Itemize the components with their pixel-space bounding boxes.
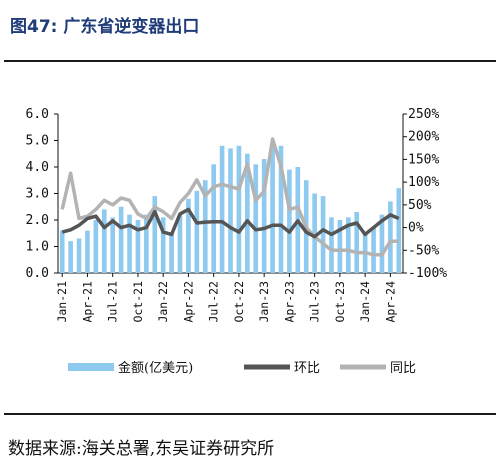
y-right-tick-label: 200% [408,130,439,145]
bar [261,159,267,273]
x-tick-label: Jul-22 [207,281,221,323]
bar [118,206,124,273]
bar [371,227,376,273]
y-right-tick-label: 50% [408,198,432,213]
bar [186,198,191,273]
x-tick-label: Jan-21 [55,281,69,323]
bar [219,145,225,273]
bottom-rule [4,413,496,415]
y-right-tick-label: -100% [408,266,447,281]
y-left-tick-label: 4.0 [26,160,49,175]
bar [85,230,90,273]
bar [253,164,259,273]
bar [76,238,82,273]
bar [278,145,284,273]
y-left-tick-label: 2.0 [26,213,49,228]
x-tick-label: Jan-22 [156,281,170,323]
source-note: 数据来源:海关总署,东吴证券研究所 [8,439,275,459]
bar [101,209,107,273]
bar [396,188,402,273]
legend-swatch-bar [68,363,114,371]
bar [354,212,360,273]
chart-title: 图47: 广东省逆变器出口 [10,17,200,37]
x-tick-label: Jul-21 [106,281,120,323]
y-right-tick-label: 150% [408,152,439,167]
bar [202,180,208,273]
y-left-tick-label: 6.0 [26,107,49,122]
bar [177,214,183,273]
x-tick-label: Apr-22 [181,281,195,323]
x-tick-label: Jan-23 [257,281,271,323]
y-right-tick-label: 100% [408,175,439,190]
bar [320,196,326,273]
x-tick-label: Apr-21 [80,281,94,323]
bar [379,214,385,273]
y-left-tick-label: 3.0 [26,187,49,202]
bar [194,190,200,273]
x-tick-label: Jan-24 [358,281,372,323]
x-tick-label: Jul-23 [308,281,322,323]
bar [228,148,233,273]
x-axis: Jan-21 Apr-21 Jul-21 Oct-21 Jan-22 Apr-22 Jul-… [55,273,397,323]
x-tick-label: Oct-21 [131,281,145,323]
x-tick-label: Oct-23 [333,281,347,323]
top-rule [4,60,496,62]
bar [287,169,292,273]
bar-series [59,143,402,273]
bar [160,217,166,273]
legend: 金额(亿美元) 环比 同比 [68,360,416,376]
bar [211,164,216,273]
bar [245,153,250,273]
x-tick-label: Apr-23 [282,281,296,323]
y-right-tick-label: 250% [408,107,439,122]
bar [345,217,351,273]
line-series [60,137,400,257]
y-right-tick-label: 0% [408,221,424,236]
bar [152,196,158,273]
line-mom [61,207,400,239]
bar [312,193,317,273]
y-left-tick-label: 1.0 [26,240,49,255]
bar [135,220,141,273]
y-right-tick-label: -50% [408,243,439,258]
legend-label-mom: 环比 [294,361,320,376]
y-left-tick-label: 0.0 [26,266,49,281]
line-yoy [60,137,399,257]
bar [68,241,73,273]
x-tick-label: Oct-22 [232,281,246,323]
bar [93,220,99,273]
bar [169,233,174,273]
bar [127,214,132,273]
y-axis-right: -100% -50% 0% 50% 100% 150% 200% 250% [403,107,447,281]
legend-label-yoy: 同比 [390,361,416,376]
bar [329,217,334,273]
y-left-tick-label: 5.0 [26,134,49,149]
bar [388,201,393,273]
legend-label-bar: 金额(亿美元) [118,360,193,376]
bar [337,220,343,273]
y-axis-left: 0.0 1.0 2.0 3.0 4.0 5.0 6.0 [26,107,58,281]
bar [236,145,242,273]
bar [59,230,65,273]
x-tick-label: Apr-24 [383,281,397,323]
bar [270,143,275,273]
bar [110,217,116,273]
bar [144,214,149,273]
